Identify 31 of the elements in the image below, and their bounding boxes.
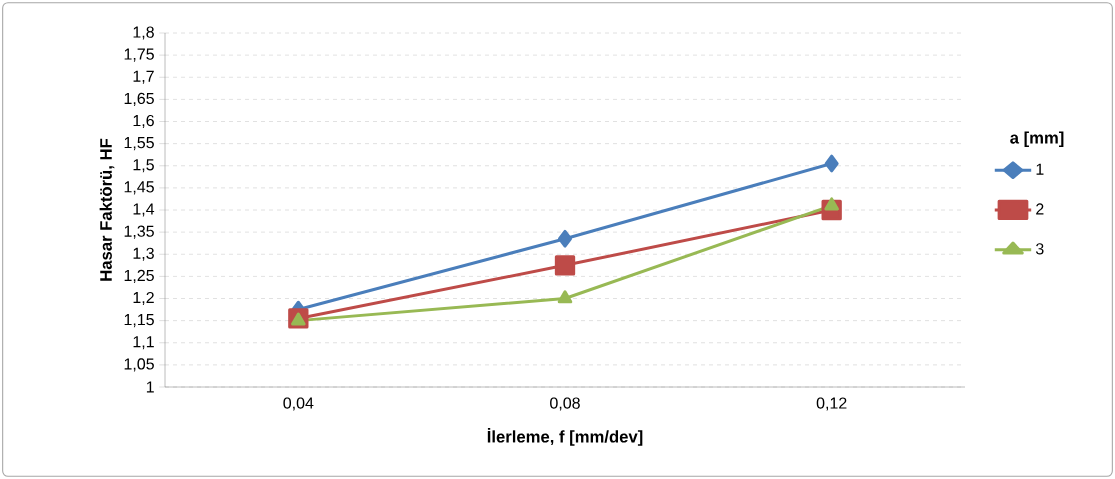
y-tick-label: 1,7 <box>133 70 154 84</box>
y-tick-label: 1,55 <box>124 137 154 151</box>
y-tick-label: 1,05 <box>124 358 154 372</box>
y-axis-title: Hasar Faktörü, HF <box>99 138 115 281</box>
y-tick-label: 1,65 <box>124 92 154 106</box>
y-tick-label: 1,25 <box>124 269 154 283</box>
y-tick-label: 1,15 <box>124 314 154 328</box>
y-tick-label: 1,6 <box>133 114 154 129</box>
y-tick-label: 1 <box>146 381 154 393</box>
point <box>557 290 573 304</box>
y-tick-label: 1,3 <box>133 247 154 261</box>
x-tick-label: 0,04 <box>283 397 314 411</box>
legend-label: 2 <box>1036 203 1044 215</box>
x-tick-label: 0,08 <box>550 397 580 411</box>
y-tick-label: 1,1 <box>133 336 154 350</box>
legend-title: a [mm] <box>1010 131 1064 147</box>
y-tick-label: 1,2 <box>133 291 154 306</box>
point <box>824 154 839 173</box>
y-tick-label: 1,4 <box>133 203 155 217</box>
point <box>558 229 572 248</box>
point <box>554 255 576 276</box>
point <box>824 197 839 211</box>
y-tick-label: 1,75 <box>124 48 154 62</box>
x-axis-title: İlerleme, f [mm/dev] <box>487 428 643 446</box>
y-tick-label: 1,35 <box>124 225 154 239</box>
legend-label: 1 <box>1036 163 1044 175</box>
x-tick-label: 0,12 <box>816 397 847 411</box>
legend-label: 3 <box>1035 243 1044 255</box>
y-tick-label: 1,8 <box>133 26 154 40</box>
y-tick-label: 1,5 <box>133 159 154 173</box>
y-tick-label: 1,45 <box>124 181 154 195</box>
